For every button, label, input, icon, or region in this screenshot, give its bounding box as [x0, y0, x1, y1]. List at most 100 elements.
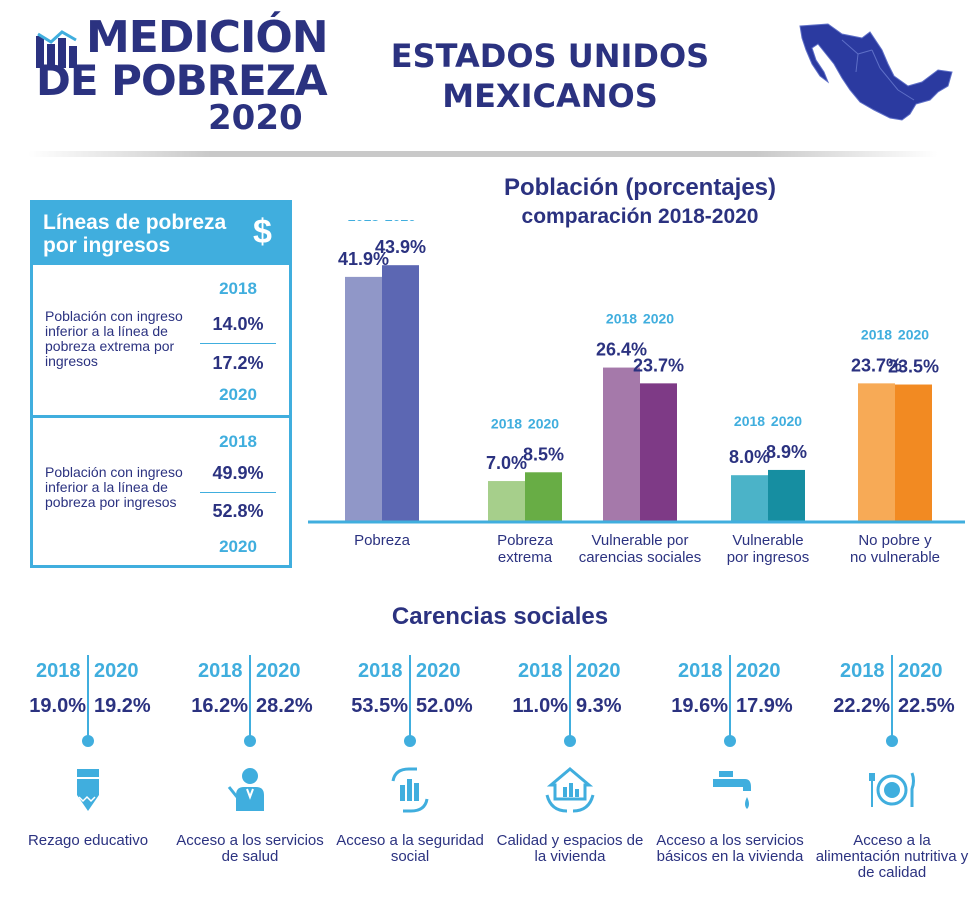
bar-value-label-2018-5: 23.7% — [851, 355, 902, 375]
carencia-divider — [569, 655, 571, 738]
category-label-2: Pobreza extrema — [450, 532, 600, 566]
plate-icon — [869, 772, 915, 807]
category-label-5-line-1: No pobre y — [858, 532, 932, 549]
carencia-value-2018: 19.0% — [29, 695, 86, 717]
faucet-icon — [713, 771, 751, 809]
bar-year-label-2018-4: 2018 — [734, 413, 765, 429]
carencia-year-2018: 2018 — [36, 660, 81, 682]
category-label-1-line-1: Pobreza — [354, 532, 410, 549]
category-label-2-line-2: extrema — [497, 549, 553, 566]
category-label-2-line-1: Pobreza — [497, 532, 553, 549]
carencia-dot — [404, 735, 416, 747]
social-security-icon — [391, 767, 429, 813]
carencia-value-2020: 9.3% — [576, 695, 622, 717]
carencia-label: Calidad y espacios de la vivienda — [496, 832, 644, 865]
panel-row-1-year-bottom: 2020 — [219, 385, 257, 404]
bar-2018-2 — [488, 481, 525, 522]
country-title: ESTADOS UNIDOS MEXICANOS — [360, 36, 740, 116]
country-title-line-2: MEXICANOS — [442, 77, 658, 115]
carencia-dot — [724, 735, 736, 747]
bar-value-label-2018-1: 41.9% — [338, 249, 389, 269]
category-label-5: No pobre y no vulnerable — [820, 532, 970, 566]
bar-2018-4 — [731, 475, 768, 522]
carencia-year-2018: 2018 — [518, 660, 563, 682]
category-label-3-line-1: Vulnerable por — [591, 532, 689, 549]
chart-title: Población (porcentajes) — [503, 174, 777, 201]
carencia-value-2018: 19.6% — [671, 695, 728, 717]
carencia-value-2020: 19.2% — [94, 695, 151, 717]
carencia-value-2020: 17.9% — [736, 695, 793, 717]
country-title-line-1: ESTADOS UNIDOS — [390, 37, 710, 75]
carencia-divider — [729, 655, 731, 738]
carencia-divider — [249, 655, 251, 738]
panel-row-1-description: Población con ingreso inferior a la líne… — [45, 308, 183, 369]
panel-row-2-description: Población con ingreso inferior a la líne… — [45, 464, 183, 510]
carencia-dot — [244, 735, 256, 747]
carencia-year-2020: 2020 — [94, 660, 139, 682]
bar-value-label-2018-4: 8.0% — [729, 447, 770, 467]
bar-2020-1 — [382, 265, 419, 522]
panel-title: Líneas de pobreza por ingresos — [43, 211, 227, 257]
category-label-5-line-2: no vulnerable — [849, 549, 941, 566]
carencia-divider — [409, 655, 411, 738]
carencia-divider — [87, 655, 89, 738]
bar-year-label-2020-4: 2020 — [771, 413, 802, 429]
carencia-year-2020: 2020 — [898, 660, 943, 682]
carencia-item-4: 2018 2020 11.0% 9.3% Calidad y espacios de l… — [490, 655, 650, 921]
bar-2018-3 — [603, 367, 640, 522]
carencia-label: Rezago educativo — [27, 832, 149, 849]
house-hands-icon — [545, 767, 595, 813]
logo-line-1: MEDICIÓN — [86, 12, 329, 63]
bar-2020-4 — [768, 469, 805, 522]
carencia-value-2018: 53.5% — [351, 695, 408, 717]
carencia-value-2020: 52.0% — [416, 695, 473, 717]
bar-year-label-2018-1: 2018 — [348, 220, 379, 224]
bar-value-label-2020-4: 8.9% — [766, 442, 807, 462]
bar-year-label-2020-1: 2020 — [385, 220, 416, 224]
carencia-divider — [891, 655, 893, 738]
carencia-year-2020: 2020 — [256, 660, 301, 682]
carencia-year-2020: 2020 — [736, 660, 781, 682]
carencia-label: Acceso a los servicios básicos en la viv… — [656, 832, 804, 865]
panel-row-2-value-top: 49.9% — [212, 463, 264, 483]
panel-row-1-year-top: 2018 — [219, 279, 257, 298]
bar-year-label-2020-2: 2020 — [528, 415, 559, 431]
carencia-value-2018: 16.2% — [191, 695, 248, 717]
category-label-4: Vulnerable por ingresos — [693, 532, 843, 566]
carencia-year-2018: 2018 — [358, 660, 403, 682]
bar-2020-3 — [640, 383, 677, 522]
carencia-dot — [82, 735, 94, 747]
carencia-item-5: 2018 2020 19.6% 17.9% Acceso a los servicios… — [650, 655, 810, 921]
carencia-item-1: 2018 2020 19.0% 19.2% Rezago educativo — [8, 655, 168, 921]
category-label-3-line-2: carencias sociales — [578, 549, 702, 566]
bar-year-label-2018-5: 2018 — [861, 326, 892, 342]
category-label-3: Vulnerable por carencias sociales — [565, 532, 715, 566]
carencia-year-2020: 2020 — [576, 660, 621, 682]
carencia-year-2020: 2020 — [416, 660, 461, 682]
chart-subtitle: comparación 2018-2020 — [521, 205, 759, 228]
carencia-item-2: 2018 2020 16.2% 28.2% Acceso a los servicios… — [170, 655, 330, 921]
category-label-4-line-2: por ingresos — [726, 549, 810, 566]
carencia-value-2018: 22.2% — [833, 695, 890, 717]
carencia-value-2020: 22.5% — [898, 695, 955, 717]
panel-row-2-value-bottom: 52.8% — [212, 501, 264, 521]
bar-value-label-2020-3: 23.7% — [633, 355, 684, 375]
bar-year-label-2020-5: 2020 — [898, 326, 929, 342]
pencil-icon — [77, 769, 99, 811]
bar-year-label-2018-2: 2018 — [491, 415, 522, 431]
bar-value-label-2020-5: 23.5% — [888, 357, 939, 377]
income-lines-panel: Líneas de pobreza por ingresos $ Poblaci… — [30, 200, 292, 568]
population-bar-chart: 41.9%43.9%201820207.0%8.5%2018202026.4%2… — [308, 220, 965, 524]
carencia-value-2020: 28.2% — [256, 695, 313, 717]
carencia-item-6: 2018 2020 22.2% 22.5% Acceso a la alimentaci… — [812, 655, 972, 921]
panel-row-1-divider — [200, 343, 276, 344]
logo-line-2: DE POBREZA — [36, 56, 328, 105]
panel-row-2-year-top: 2018 — [219, 432, 257, 451]
bar-value-label-2020-1: 43.9% — [375, 237, 426, 257]
bar-value-label-2018-2: 7.0% — [486, 453, 527, 473]
carencia-year-2018: 2018 — [840, 660, 885, 682]
mexico-map-icon — [799, 23, 953, 121]
panel-row-2-year-bottom: 2020 — [219, 537, 257, 556]
carencia-label: Acceso a la alimentación nutritiva y de … — [815, 832, 969, 881]
carencia-year-2018: 2018 — [198, 660, 243, 682]
